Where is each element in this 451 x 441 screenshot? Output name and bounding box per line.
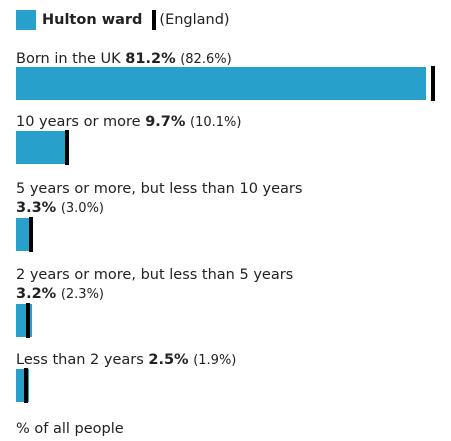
- comparison-marker: [25, 303, 30, 338]
- category-name: 10 years or more: [16, 114, 141, 130]
- legend: Hulton ward (England): [16, 9, 230, 31]
- comparison-marker: [431, 66, 436, 101]
- comparison-value-label: (3.0%): [60, 201, 104, 216]
- value-label: 3.3%: [16, 200, 57, 216]
- value-label: 3.2%: [16, 286, 57, 302]
- category-label: 10 years or more 9.7% (10.1%): [16, 113, 446, 132]
- bar: [16, 304, 33, 337]
- comparison-value-label: (2.3%): [60, 287, 104, 302]
- category-label: 5 years or more, but less than 10 years …: [16, 180, 446, 218]
- category-name: Less than 2 years: [16, 352, 144, 368]
- bar: [16, 131, 65, 164]
- legend-comparison-marker: [152, 10, 157, 30]
- category-name: 2 years or more, but less than 5 years: [16, 267, 294, 283]
- comparison-value-label: (10.1%): [190, 115, 242, 130]
- comparison-marker: [29, 217, 34, 252]
- bar: [16, 218, 33, 251]
- category-label: Born in the UK 81.2% (82.6%): [16, 50, 446, 69]
- category-name: 5 years or more, but less than 10 years: [16, 181, 303, 197]
- legend-area-label: Hulton ward: [42, 12, 143, 28]
- comparison-marker: [65, 130, 69, 165]
- category-label: 2 years or more, but less than 5 years 3…: [16, 266, 446, 304]
- category-label: Less than 2 years 2.5% (1.9%): [16, 351, 446, 370]
- value-label: 9.7%: [145, 114, 186, 130]
- axis-label: % of all people: [16, 421, 124, 437]
- comparison-value-label: (1.9%): [193, 353, 237, 368]
- value-label: 2.5%: [148, 352, 189, 368]
- legend-area-swatch: [16, 10, 36, 30]
- value-label: 81.2%: [125, 51, 176, 67]
- legend-comparison-label: (England): [159, 12, 230, 28]
- bar: [16, 67, 427, 100]
- comparison-value-label: (82.6%): [180, 52, 232, 67]
- category-name: Born in the UK: [16, 51, 121, 67]
- comparison-marker: [23, 368, 28, 403]
